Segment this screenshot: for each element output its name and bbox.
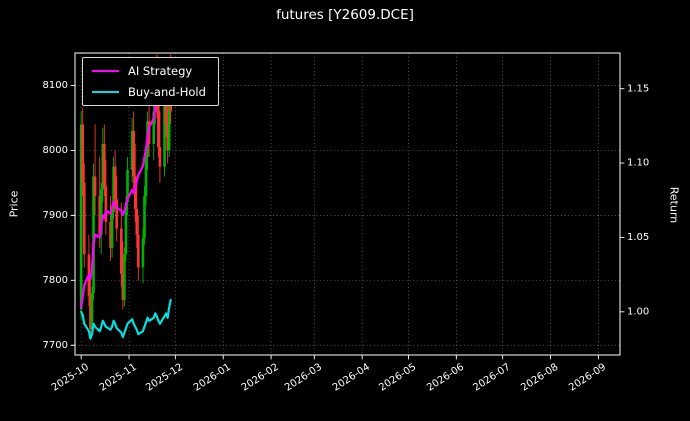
buy-and-hold-line-swatch [92,91,119,93]
legend-item-ai-strategy: AI Strategy [92,64,206,78]
legend-item-buy-and-hold: Buy-and-Hold [92,85,206,99]
ai-strategy-line-swatch [92,70,119,72]
return-axis-label: Return [667,186,681,224]
legend-label: AI Strategy [128,64,193,78]
legend-label: Buy-and-Hold [128,85,206,99]
price-axis-label: Price [7,190,21,218]
chart-title: futures [Y2609.DCE] [276,7,414,23]
legend: AI Strategy Buy-and-Hold [82,57,219,106]
